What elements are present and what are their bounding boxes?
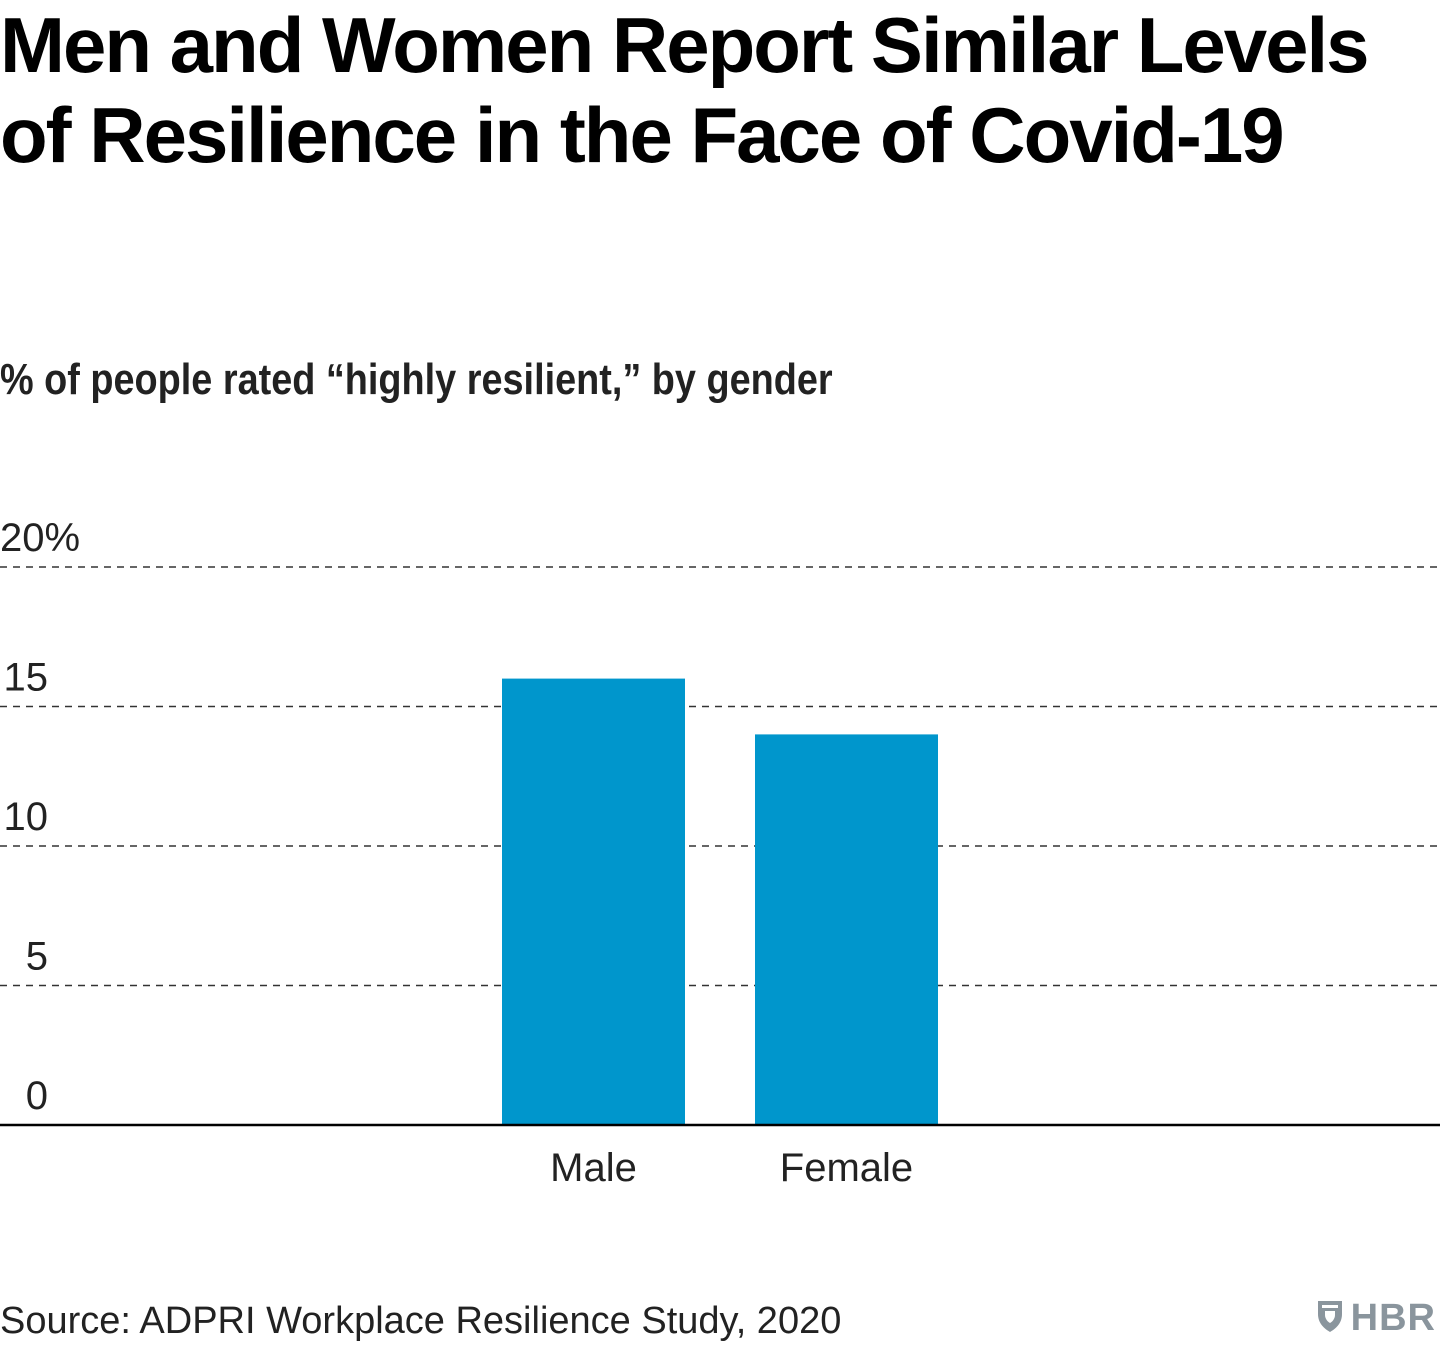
x-category-label: Female [780,1146,913,1190]
bar-male [502,678,685,1125]
hbr-shield-icon [1317,1299,1343,1338]
y-tick-label: 10 [4,795,49,839]
y-tick-label: 15 [4,656,49,700]
y-tick-label: 0 [26,1074,48,1118]
chart-title: Men and Women Report Similar Levels of R… [0,1,1370,179]
chart-subtitle: % of people rated “highly resilient,” by… [0,355,833,404]
y-axis-tick-labels: 0 5 10 15 20% [0,516,80,1118]
y-tick-label: 5 [26,935,48,979]
hbr-logo: HBR [1317,1298,1436,1338]
bar-female [755,734,938,1125]
source-note: Source: ADPRI Workplace Resilience Study… [0,1300,842,1342]
hbr-logo-text: HBR [1350,1297,1436,1339]
bars [502,678,938,1125]
x-category-label: Male [550,1146,637,1190]
x-axis-category-labels: Male Female [550,1146,913,1190]
gridlines [0,566,1440,987]
y-tick-label: 20% [0,516,80,560]
